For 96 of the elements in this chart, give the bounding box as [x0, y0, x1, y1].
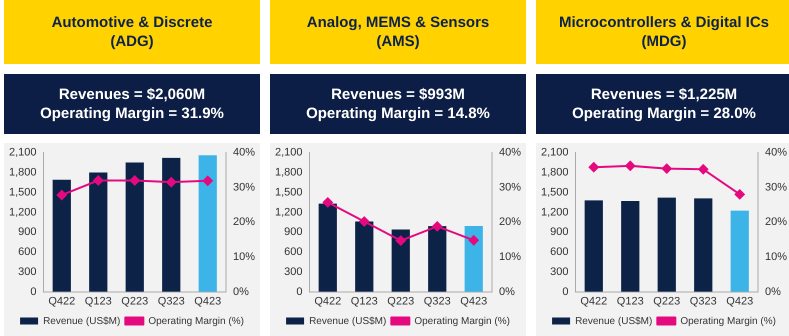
bar — [126, 162, 144, 292]
point — [662, 164, 672, 174]
y2-tick-label: 40% — [498, 146, 522, 159]
x-tick-label: Q223 — [387, 295, 414, 308]
point — [56, 190, 67, 200]
chart-subtitle: Revenues = $1,225M Operating Margin = 28.0% — [536, 74, 789, 134]
legend-label: Revenue (US$M) — [309, 316, 386, 327]
x-tick-label: Q423 — [726, 295, 754, 308]
y-tick-label: 0 — [30, 286, 37, 298]
y-tick-label: 1,500 — [540, 186, 569, 198]
y-tick-label: 900 — [284, 226, 303, 238]
point — [432, 221, 442, 232]
x-tick-label: Q323 — [690, 295, 717, 308]
chart-title: Analog, MEMS & Sensors (AMS) — [270, 0, 526, 64]
y2-tick-label: 30% — [498, 181, 522, 194]
point — [93, 175, 104, 186]
x-tick-label: Q423 — [194, 295, 222, 308]
point — [359, 216, 370, 227]
x-tick-label: Q123 — [350, 295, 378, 308]
y-tick-label: 2,100 — [274, 146, 303, 159]
y-tick-label: 1,500 — [274, 186, 303, 198]
x-tick-label: Q123 — [616, 295, 644, 308]
y2-tick-label: 0% — [498, 286, 516, 298]
y-tick-label: 2,100 — [8, 146, 37, 159]
y-tick-label: 2,100 — [540, 146, 569, 159]
y2-tick-label: 0% — [232, 286, 250, 298]
y-tick-label: 600 — [18, 246, 37, 258]
point — [698, 164, 708, 174]
bar — [621, 200, 640, 292]
legend-label: Revenue (US$M) — [43, 316, 120, 327]
bar — [464, 226, 483, 292]
bar — [162, 158, 180, 292]
y-tick-label: 600 — [550, 246, 569, 258]
point — [588, 162, 599, 172]
bar — [198, 155, 217, 292]
y-tick-label: 1,800 — [274, 166, 303, 179]
y-tick-label: 300 — [18, 266, 37, 278]
x-tick-label: Q423 — [460, 295, 488, 308]
x-tick-label: Q422 — [314, 295, 342, 308]
y-tick-label: 300 — [550, 266, 569, 278]
legend-label: Operating Margin (%) — [148, 316, 244, 327]
y2-tick-label: 20% — [232, 216, 256, 228]
x-tick-label: Q422 — [48, 295, 76, 308]
y-tick-label: 900 — [550, 226, 569, 238]
legend-label: Operating Margin (%) — [414, 316, 510, 327]
bar — [52, 180, 71, 292]
y2-tick-label: 30% — [764, 181, 788, 194]
y-tick-label: 600 — [284, 246, 303, 258]
y-tick-label: 300 — [284, 266, 303, 278]
y2-tick-label: 0% — [764, 286, 782, 298]
y-tick-label: 1,800 — [8, 166, 37, 179]
point — [625, 160, 636, 171]
point — [396, 236, 406, 246]
x-tick-label: Q422 — [580, 295, 608, 308]
point — [166, 177, 176, 188]
chart-title: Microcontrollers & Digital ICs (MDG) — [536, 0, 789, 64]
y-tick-label: 1,200 — [8, 206, 37, 218]
bar — [89, 172, 108, 292]
y2-tick-label: 30% — [232, 181, 256, 194]
bar — [318, 204, 337, 292]
y-tick-label: 1,500 — [8, 186, 37, 198]
point — [130, 175, 140, 186]
point — [322, 197, 333, 208]
chart-title: Automotive & Discrete (ADG) — [4, 0, 260, 64]
y2-tick-label: 10% — [498, 251, 522, 264]
x-tick-label: Q123 — [84, 295, 112, 308]
chart-subtitle: Revenues = $2,060M Operating Margin = 31.9% — [4, 74, 260, 134]
bar — [730, 210, 749, 292]
y2-tick-label: 20% — [764, 216, 788, 228]
point — [202, 176, 213, 186]
point — [468, 235, 479, 246]
y-tick-label: 1,200 — [540, 206, 569, 218]
y2-tick-label: 40% — [764, 146, 788, 159]
y2-tick-label: 20% — [498, 216, 522, 228]
y-tick-label: 900 — [18, 226, 37, 238]
x-tick-label: Q223 — [653, 295, 680, 308]
x-tick-label: Q223 — [121, 295, 148, 308]
y-tick-label: 0 — [562, 286, 569, 298]
legend-label: Revenue (US$M) — [575, 316, 652, 327]
x-tick-label: Q323 — [424, 295, 451, 308]
y-tick-label: 1,200 — [274, 206, 303, 218]
y2-tick-label: 10% — [764, 251, 788, 264]
bar — [694, 198, 712, 292]
bar — [658, 198, 676, 292]
bar — [392, 229, 410, 292]
bar — [428, 226, 446, 292]
x-tick-label: Q323 — [158, 295, 185, 308]
bar — [584, 200, 603, 292]
y-tick-label: 1,800 — [540, 166, 569, 179]
point — [734, 189, 745, 200]
y2-tick-label: 40% — [232, 146, 256, 159]
legend-label: Operating Margin (%) — [680, 316, 776, 327]
y-tick-label: 0 — [296, 286, 303, 298]
y2-tick-label: 10% — [232, 251, 256, 264]
chart-subtitle: Revenues = $993M Operating Margin = 14.8% — [270, 74, 526, 134]
bar — [355, 222, 374, 292]
